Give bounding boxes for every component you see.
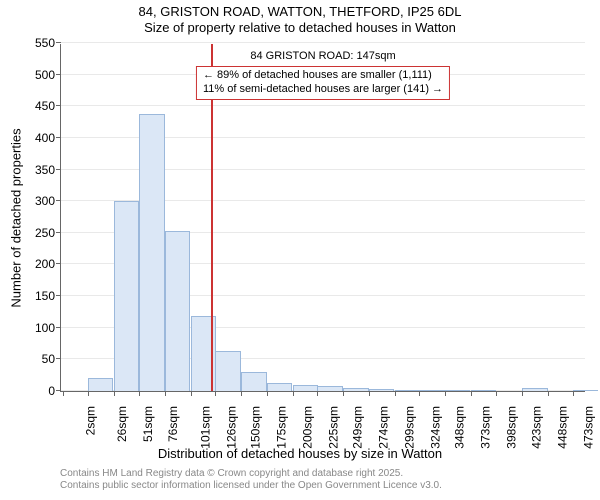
ytick-label: 200 (35, 257, 61, 271)
ytick-label: 0 (48, 384, 61, 398)
xtick-label: 200sqm (301, 406, 315, 449)
x-axis-label: Distribution of detached houses by size … (0, 446, 600, 461)
histogram-bar (369, 389, 394, 391)
histogram-bar (165, 231, 190, 391)
xtick-mark (165, 391, 166, 396)
xtick-label: 274sqm (377, 406, 391, 449)
histogram-bar (88, 378, 113, 391)
xtick-mark (241, 391, 242, 396)
title-block: 84, GRISTON ROAD, WATTON, THETFORD, IP25… (0, 4, 600, 37)
xtick-label: 249sqm (351, 406, 365, 449)
xtick-mark (191, 391, 192, 396)
ytick-label: 450 (35, 99, 61, 113)
attribution-footer: Contains HM Land Registry data © Crown c… (0, 468, 600, 492)
ytick-label: 400 (35, 131, 61, 145)
xtick-mark (267, 391, 268, 396)
xtick-label: 2sqm (83, 406, 97, 435)
xtick-mark (573, 391, 574, 396)
xtick-label: 473sqm (582, 406, 596, 449)
xtick-mark (471, 391, 472, 396)
xtick-label: 225sqm (326, 406, 340, 449)
histogram-bar (317, 386, 342, 391)
plot-area: 0501001502002503003504004505005502sqm26s… (60, 44, 585, 392)
histogram-bar (267, 383, 292, 391)
xtick-mark (548, 391, 549, 396)
xtick-label: 101sqm (199, 406, 213, 449)
xtick-label: 76sqm (166, 406, 180, 442)
percentile-info-box: ← 89% of detached houses are smaller (1,… (196, 66, 450, 100)
histogram-bar (139, 114, 164, 391)
histogram-bar (395, 390, 420, 391)
histogram-bar (215, 351, 240, 391)
reference-label: 84 GRISTON ROAD: 147sqm (250, 50, 395, 62)
footer-line-2: Contains public sector information licen… (60, 480, 600, 492)
ytick-label: 50 (42, 352, 61, 366)
xtick-label: 150sqm (249, 406, 263, 449)
xtick-label: 175sqm (275, 406, 289, 449)
xtick-mark (419, 391, 420, 396)
histogram-bar (293, 385, 318, 391)
ytick-label: 150 (35, 289, 61, 303)
xtick-mark (369, 391, 370, 396)
xtick-label: 126sqm (224, 406, 238, 449)
info-box-line-1: ← 89% of detached houses are smaller (1,… (203, 69, 443, 83)
y-axis-label: Number of detached properties (9, 128, 24, 307)
xtick-label: 299sqm (402, 406, 416, 449)
xtick-mark (496, 391, 497, 396)
xtick-mark (317, 391, 318, 396)
ytick-label: 500 (35, 68, 61, 82)
xtick-label: 448sqm (556, 406, 570, 449)
xtick-label: 26sqm (115, 406, 129, 442)
xtick-label: 423sqm (530, 406, 544, 449)
xtick-mark (445, 391, 446, 396)
xtick-label: 398sqm (504, 406, 518, 449)
xtick-mark (343, 391, 344, 396)
xtick-mark (114, 391, 115, 396)
xtick-mark (88, 391, 89, 396)
info-box-line-2: 11% of semi-detached houses are larger (… (203, 83, 443, 97)
gridline (61, 42, 585, 43)
title-line-2: Size of property relative to detached ho… (0, 20, 600, 36)
chart-container: 84, GRISTON ROAD, WATTON, THETFORD, IP25… (0, 0, 600, 500)
ytick-label: 300 (35, 194, 61, 208)
xtick-mark (293, 391, 294, 396)
ytick-label: 100 (35, 321, 61, 335)
xtick-label: 51sqm (141, 406, 155, 442)
xtick-mark (139, 391, 140, 396)
xtick-mark (395, 391, 396, 396)
histogram-bar (445, 390, 470, 391)
xtick-mark (63, 391, 64, 396)
histogram-bar (343, 388, 368, 391)
xtick-label: 324sqm (428, 406, 442, 449)
histogram-bar (241, 372, 266, 391)
histogram-bar (573, 390, 598, 391)
histogram-bar (522, 388, 547, 391)
xtick-label: 373sqm (479, 406, 493, 449)
ytick-label: 250 (35, 226, 61, 240)
histogram-bar (419, 390, 444, 391)
histogram-bar (471, 390, 496, 391)
histogram-bar (114, 201, 139, 391)
footer-line-1: Contains HM Land Registry data © Crown c… (60, 468, 600, 480)
xtick-mark (215, 391, 216, 396)
xtick-mark (522, 391, 523, 396)
ytick-label: 550 (35, 36, 61, 50)
xtick-label: 348sqm (453, 406, 467, 449)
ytick-label: 350 (35, 163, 61, 177)
gridline (61, 105, 585, 106)
title-line-1: 84, GRISTON ROAD, WATTON, THETFORD, IP25… (0, 4, 600, 20)
